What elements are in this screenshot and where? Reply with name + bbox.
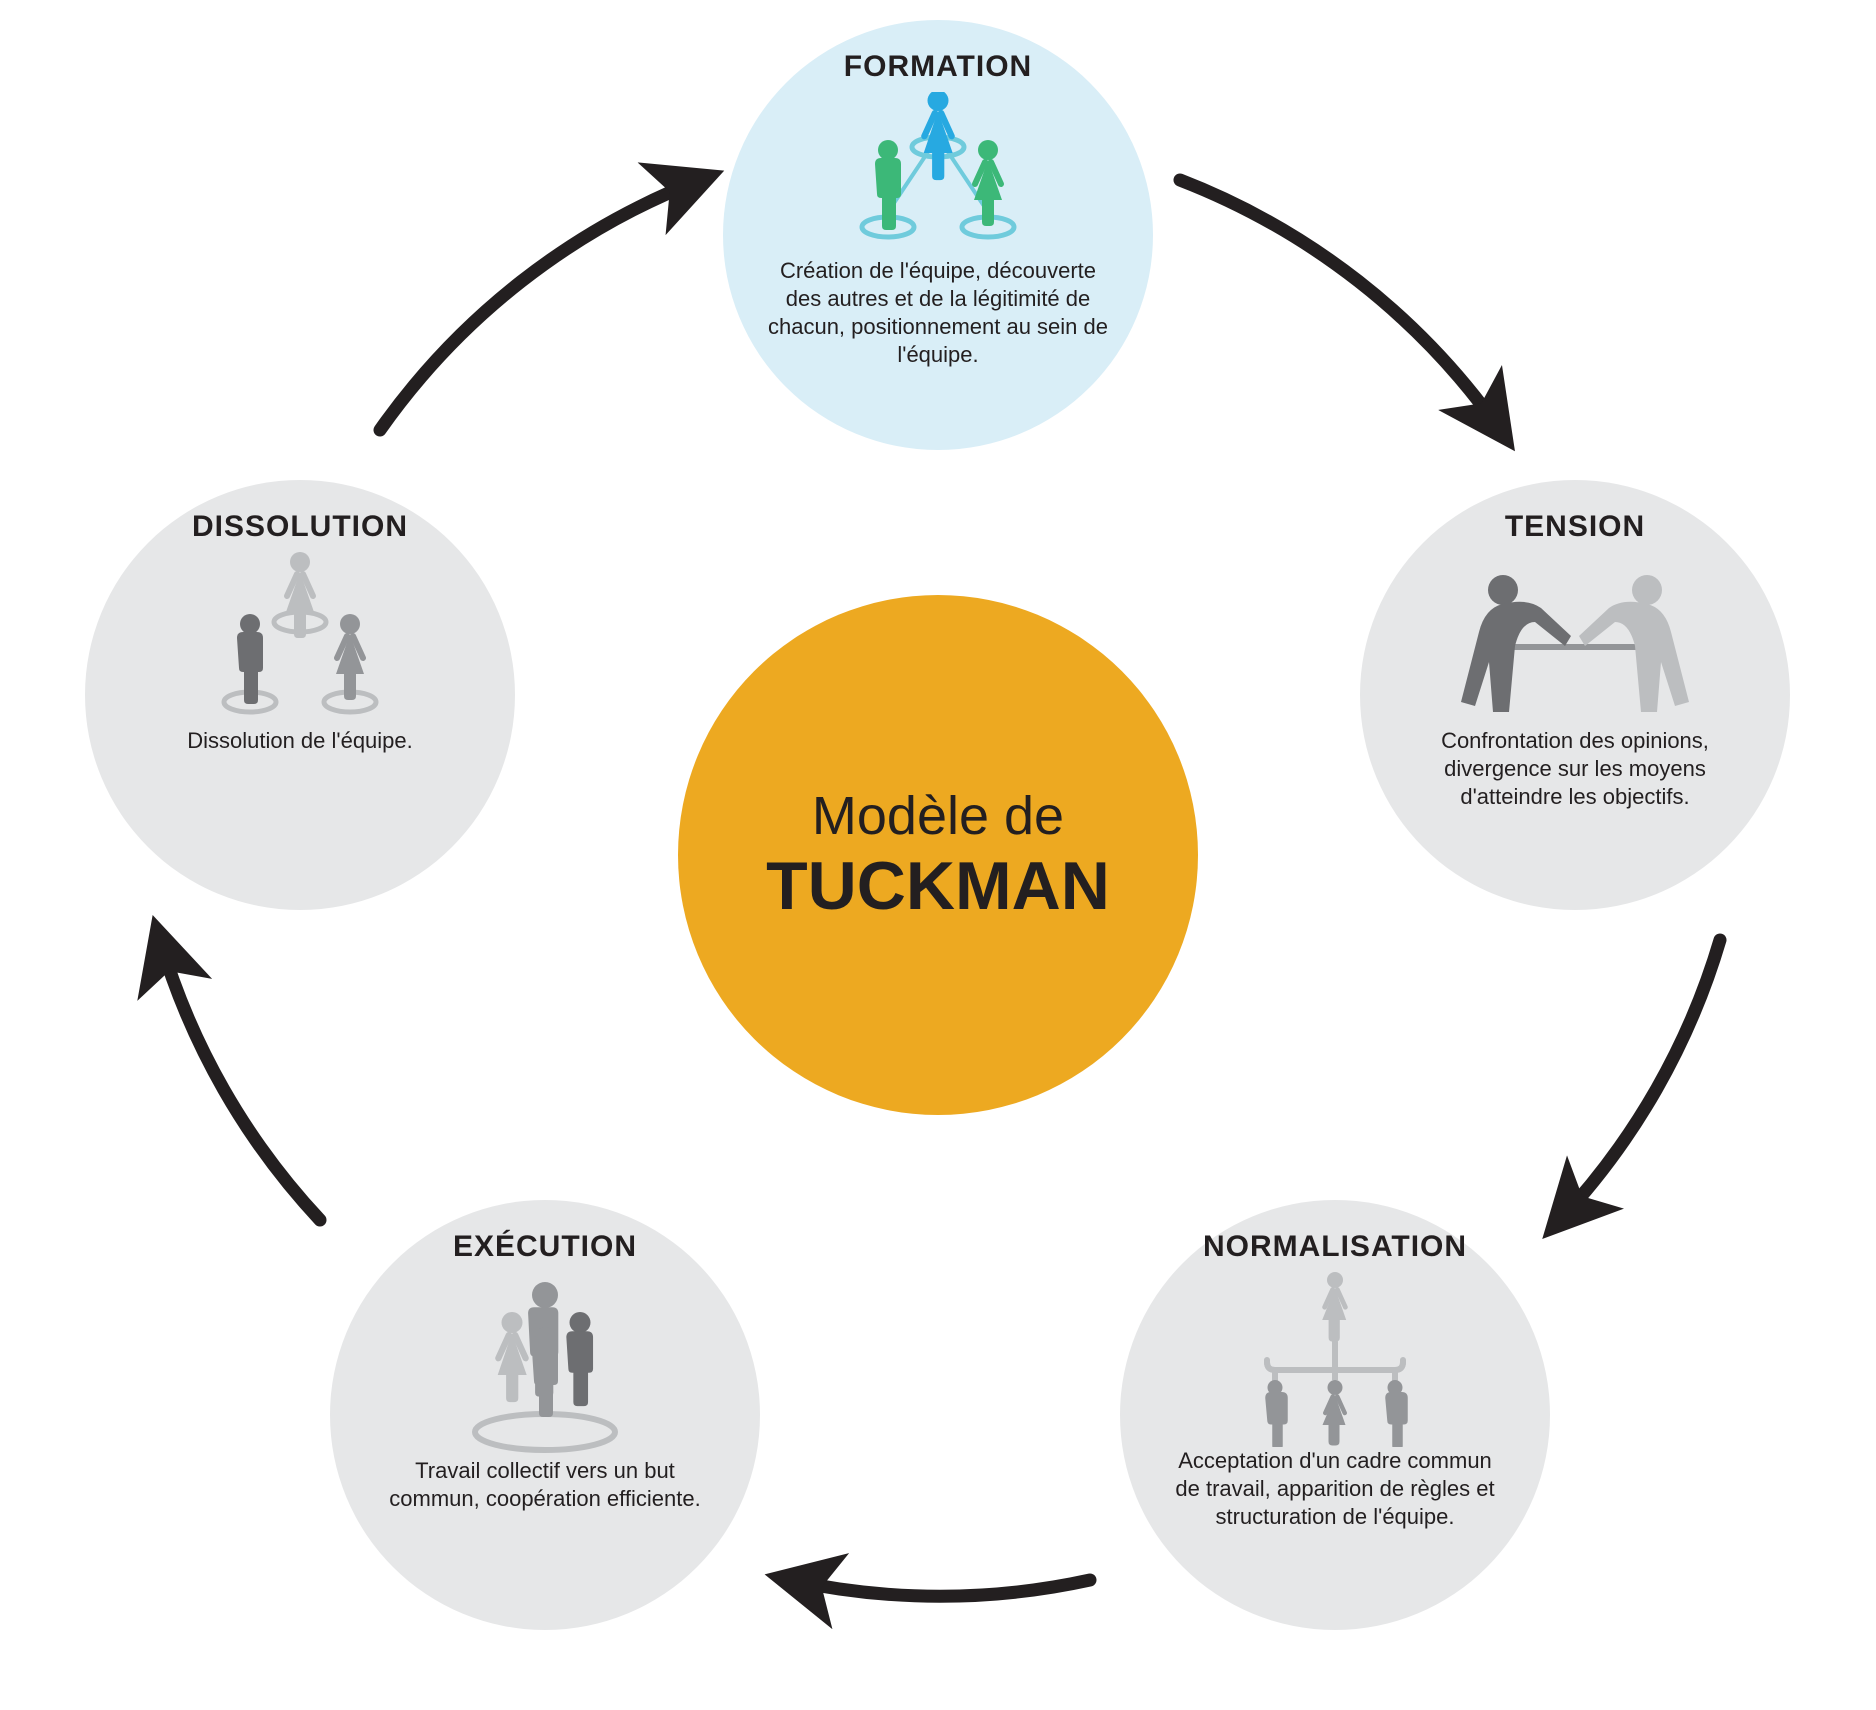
dissolution-icon: [195, 552, 405, 727]
stage-desc: Acceptation d'un cadre commun de travail…: [1163, 1447, 1507, 1531]
formation-icon: [833, 92, 1043, 257]
center-title-line2: TUCKMAN: [766, 847, 1110, 925]
stage-desc: Travail collectif vers un but commun, co…: [373, 1457, 717, 1513]
stage-title: EXÉCUTION: [453, 1230, 637, 1264]
tension-icon: [1445, 552, 1705, 727]
stage-dissolution: DISSOLUTION Dissolution de l'équipe.: [85, 480, 515, 910]
stage-normalisation: NORMALISATION Acceptation d'un cadre com…: [1120, 1200, 1550, 1630]
stage-desc: Confrontation des opinions, divergence s…: [1403, 727, 1747, 811]
stage-title: FORMATION: [844, 50, 1032, 84]
center-title-line1: Modèle de: [812, 785, 1064, 847]
normalisation-icon: [1230, 1272, 1440, 1447]
stage-tension: TENSION Confrontation des opinions, dive…: [1360, 480, 1790, 910]
center-circle: Modèle de TUCKMAN: [678, 595, 1198, 1115]
execution-icon: [440, 1272, 650, 1457]
stage-title: DISSOLUTION: [192, 510, 408, 544]
stage-execution: EXÉCUTION Travail collectif vers un but …: [330, 1200, 760, 1630]
tuckman-diagram: Modèle de TUCKMAN FORMATION Création de …: [0, 0, 1876, 1710]
stage-title: TENSION: [1505, 510, 1645, 544]
stage-title: NORMALISATION: [1203, 1230, 1467, 1264]
stage-desc: Création de l'équipe, découverte des aut…: [766, 257, 1110, 370]
stage-desc: Dissolution de l'équipe.: [187, 727, 413, 755]
stage-formation: FORMATION Création de l'équipe, découver…: [723, 20, 1153, 450]
